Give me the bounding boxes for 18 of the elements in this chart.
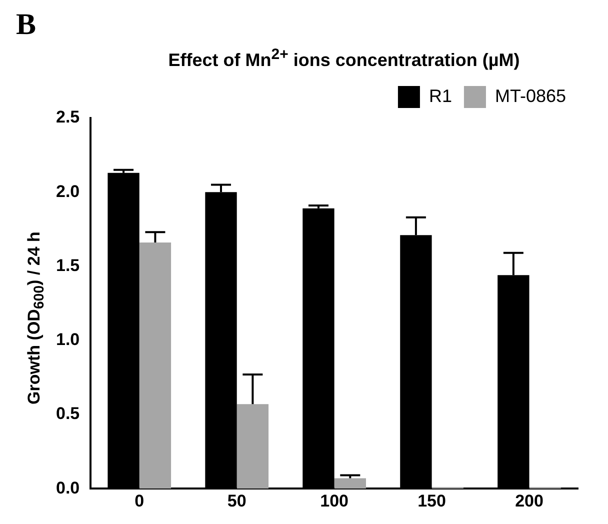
chart-title: Effect of Mn$^{2+}$ ions concentratration (µM) — [167, 46, 521, 71]
x-tick-label: 150 — [418, 491, 446, 510]
bar — [236, 404, 269, 489]
y-tick-label: 1.5 — [56, 256, 80, 275]
y-tick-label: 0.0 — [56, 478, 80, 498]
x-tick-label: 200 — [515, 491, 544, 510]
text: B — [16, 8, 36, 42]
x-tick-label: 100 — [320, 491, 349, 510]
y-tick-label: 0.5 — [56, 404, 80, 424]
bar — [334, 478, 366, 489]
x-tick-label: 50 — [227, 491, 246, 510]
y-tick-label: 2.5 — [56, 108, 80, 127]
y-tick-label: 2.0 — [56, 182, 80, 201]
legend-label: R1 — [428, 86, 452, 106]
legend-label: MT-0865 — [494, 86, 566, 106]
y-tick-label: 1.0 — [56, 330, 80, 350]
x-tick-label: 0 — [134, 491, 144, 510]
bar — [139, 242, 172, 489]
